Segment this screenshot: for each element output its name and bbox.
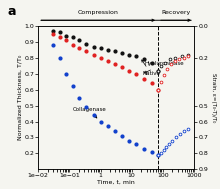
Text: Hyaluronidase: Hyaluronidase	[144, 61, 184, 73]
Text: Native: Native	[142, 60, 160, 76]
Y-axis label: Strain, ε=(T₀-T)/T₀: Strain, ε=(T₀-T)/T₀	[211, 73, 216, 122]
Text: Recovery: Recovery	[161, 9, 191, 15]
Y-axis label: Normalized Thickness, T/T₀: Normalized Thickness, T/T₀	[18, 55, 23, 140]
Text: Collagenase: Collagenase	[73, 107, 107, 118]
Text: a: a	[7, 5, 16, 18]
Text: Compression: Compression	[78, 9, 119, 15]
X-axis label: Time, t, min: Time, t, min	[97, 180, 135, 185]
